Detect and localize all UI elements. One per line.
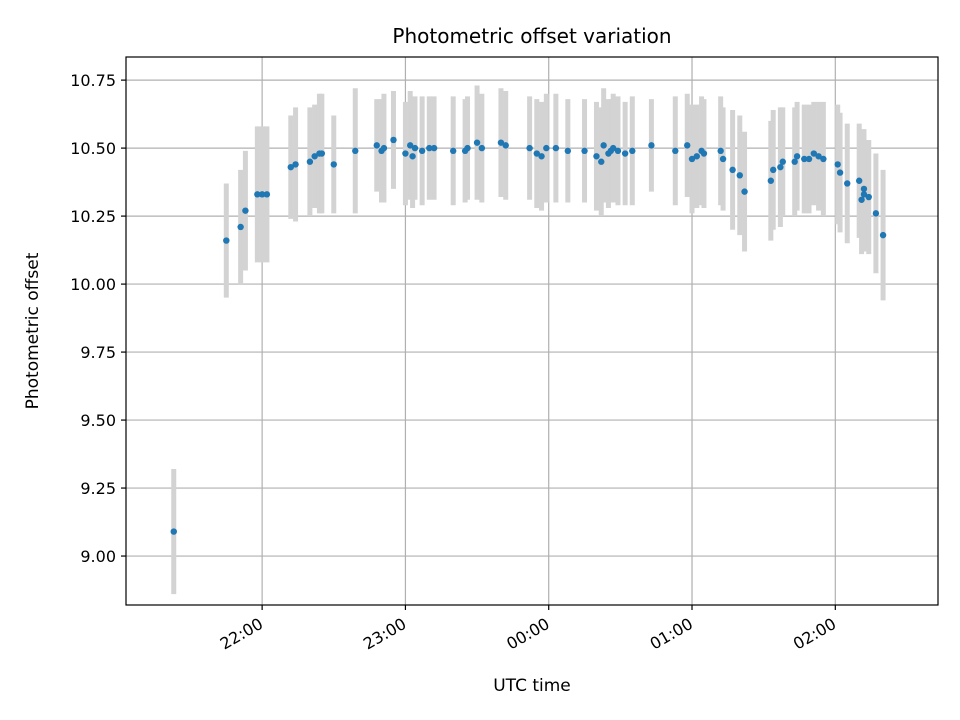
data-point	[621, 150, 629, 157]
data-point	[860, 185, 868, 193]
data-point	[614, 147, 622, 155]
data-point	[834, 161, 841, 168]
data-point	[717, 147, 724, 155]
data-point	[254, 191, 261, 198]
data-point	[430, 144, 438, 152]
data-point	[693, 153, 700, 160]
data-point	[600, 142, 607, 149]
data-point	[564, 147, 572, 155]
data-point	[449, 147, 457, 155]
data-point	[552, 144, 560, 152]
y-tick-label: 9.50	[80, 411, 116, 430]
data-point	[242, 207, 249, 214]
data-point	[810, 150, 818, 157]
data-point	[700, 150, 708, 157]
data-point	[409, 153, 416, 160]
data-point	[648, 142, 655, 149]
data-point	[543, 144, 550, 152]
plot-frame	[125, 56, 939, 606]
data-point	[770, 166, 777, 174]
data-point	[779, 158, 786, 165]
data-point	[629, 147, 636, 155]
data-point	[855, 177, 863, 184]
y-tick-label: 9.00	[80, 547, 116, 566]
data-point	[767, 177, 775, 184]
data-point	[719, 155, 727, 163]
data-point	[729, 166, 736, 174]
data-point	[688, 155, 696, 163]
data-point	[538, 153, 545, 160]
y-tick-label: 10.00	[70, 275, 116, 294]
data-point	[287, 163, 294, 171]
data-point	[805, 155, 813, 163]
data-point	[464, 144, 471, 152]
data-point	[533, 150, 540, 157]
data-point	[872, 210, 880, 217]
data-point	[820, 155, 827, 163]
data-point	[860, 191, 868, 198]
data-point	[502, 142, 509, 149]
y-tick-label: 10.25	[70, 207, 116, 226]
data-point	[598, 158, 605, 165]
y-tick-label: 9.25	[80, 479, 116, 498]
data-point	[736, 172, 743, 179]
data-point	[380, 144, 388, 152]
chart-title: Photometric offset variation	[392, 24, 671, 48]
data-point	[306, 158, 314, 165]
data-point	[858, 196, 865, 203]
data-point	[793, 153, 801, 160]
data-point	[390, 136, 397, 144]
data-point	[801, 155, 808, 163]
data-point	[815, 153, 822, 160]
data-point	[352, 147, 359, 155]
data-point	[672, 147, 679, 155]
data-point	[373, 142, 380, 149]
data-point	[426, 144, 433, 152]
y-axis-ticks: 9.00 9.25 9.50 9.75 10.00 10.25 10.50 10.75	[70, 71, 126, 566]
y-tick-label: 9.75	[80, 343, 116, 362]
data-point	[844, 180, 851, 187]
data-point	[407, 142, 414, 149]
data-point	[610, 144, 617, 152]
data-point	[402, 150, 409, 157]
data-point	[292, 161, 299, 168]
data-point	[223, 237, 230, 244]
data-point	[836, 169, 844, 176]
data-point	[684, 142, 691, 149]
data-point	[593, 153, 600, 160]
y-tick-label: 10.75	[70, 71, 116, 90]
data-point	[879, 231, 887, 239]
data-point	[473, 139, 481, 146]
data-point	[318, 150, 326, 157]
data-point	[237, 223, 244, 231]
data-point	[865, 193, 872, 201]
data-point	[791, 158, 798, 165]
y-tick-label: 10.50	[70, 139, 116, 158]
data-point	[263, 191, 271, 198]
data-point	[330, 161, 337, 168]
data-point	[311, 153, 318, 160]
data-point	[411, 144, 419, 152]
data-point	[497, 139, 505, 146]
data-point	[741, 188, 748, 195]
x-axis-label: UTC time	[493, 676, 571, 696]
data-point	[418, 147, 426, 155]
data-points	[170, 136, 887, 535]
data-point	[258, 191, 266, 198]
data-point	[478, 144, 486, 152]
data-point	[170, 528, 177, 535]
data-point	[581, 147, 588, 155]
y-axis-label: Photometric offset	[23, 252, 43, 409]
data-point	[777, 163, 784, 171]
data-point	[526, 144, 533, 152]
